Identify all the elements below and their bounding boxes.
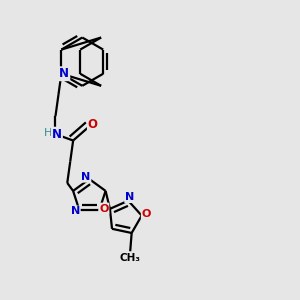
Text: CH₃: CH₃ xyxy=(120,253,141,263)
Text: N: N xyxy=(59,67,69,80)
Text: N: N xyxy=(81,172,90,182)
Text: H: H xyxy=(44,128,52,138)
Text: N: N xyxy=(70,206,80,217)
Text: O: O xyxy=(88,118,98,131)
Text: N: N xyxy=(52,128,62,141)
Text: O: O xyxy=(99,203,109,214)
Text: N: N xyxy=(125,192,134,202)
Text: O: O xyxy=(142,209,151,219)
